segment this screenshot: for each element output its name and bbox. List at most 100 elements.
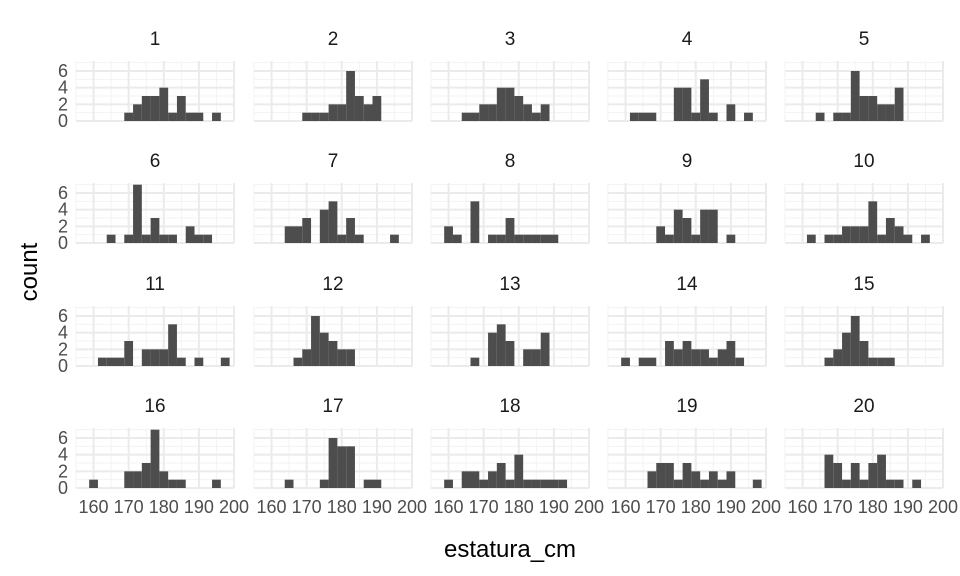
histogram-bar [842,112,851,121]
histogram-bar [470,112,480,121]
x-tick-label: 170 [114,497,144,517]
facet-panel-17: 17 [253,396,413,489]
histogram-bar [328,104,338,121]
facet-strip-label: 13 [499,274,520,295]
histogram-bar [133,471,142,488]
facet-panel-8: 8 [430,151,590,244]
histogram-bar [470,201,480,243]
histogram-bar [894,226,904,243]
x-tick-label: 200 [928,497,958,517]
facet-strip-label: 14 [676,274,698,295]
histogram-bar [540,332,550,366]
histogram-bar [337,234,347,243]
histogram-bar [833,349,843,366]
histogram-bar [133,184,142,243]
x-tick-label: 200 [574,497,604,517]
histogram-bar [496,87,506,121]
histogram-bar [859,226,869,243]
histogram-bar [647,357,657,366]
histogram-bar [717,349,727,366]
x-tick-label: 160 [611,497,641,517]
y-tick-label: 0 [58,233,68,253]
y-tick-label: 4 [58,445,68,465]
histogram-bar [540,104,550,121]
histogram-bar [185,112,195,121]
histogram-bar [903,234,913,243]
facet-strip-label: 1 [150,29,161,50]
facet-panel-7: 7 [253,151,413,244]
facet-strip-label: 16 [144,396,165,417]
x-tick-label: 160 [257,497,287,517]
histogram-bar [833,463,843,488]
y-tick-label: 0 [58,111,68,131]
histogram-bar [203,234,213,243]
histogram-bar [133,104,142,121]
histogram-bar [311,112,320,121]
histogram-bar [488,104,497,121]
histogram-bar [885,218,895,243]
histogram-bar [346,218,355,243]
histogram-bar [647,112,657,121]
histogram-bar [293,357,303,366]
histogram-bar [150,96,160,121]
histogram-bar [868,463,878,488]
histogram-bar [106,357,116,366]
histogram-bar [708,357,718,366]
histogram-bar [523,234,532,243]
histogram-bar [346,71,355,121]
y-tick-label: 4 [58,78,68,98]
x-tick-label: 180 [858,497,888,517]
histogram-bar [540,479,550,488]
histogram-bar [726,104,736,121]
histogram-bar [833,112,843,121]
histogram-bar [328,438,338,488]
facet-panel-15: 15 [784,274,944,367]
facet-panel-2: 2 [253,29,413,122]
facet-panel-5: 5 [784,29,944,122]
histogram-bar [523,104,532,121]
histogram-bar [850,463,860,488]
y-axis-title: count [16,242,43,301]
histogram-bar [673,209,683,243]
histogram-bar [621,357,630,366]
histogram-bar [549,479,559,488]
histogram-bar [284,479,294,488]
histogram-bar [176,479,186,488]
facet-strip-label: 4 [682,29,693,50]
histogram-bar [673,349,683,366]
histogram-bar [700,79,709,121]
histogram-bar [212,479,221,488]
histogram-bar [540,234,550,243]
histogram-bar [859,96,869,121]
y-tick-label: 2 [58,461,68,481]
histogram-bar [150,429,160,488]
y-tick-label: 2 [58,216,68,236]
x-tick-label: 190 [184,497,214,517]
facet-strip-label: 15 [853,274,874,295]
histogram-bar [531,234,541,243]
y-tick-label: 6 [58,306,68,326]
histogram-bar [531,349,541,366]
histogram-bar [311,316,320,366]
histogram-bar [708,209,718,243]
histogram-bar [656,463,666,488]
histogram-bar [496,324,506,366]
x-tick-label: 180 [504,497,534,517]
histogram-bar [885,479,895,488]
histogram-bar [470,357,480,366]
facet-strip-label: 7 [328,151,339,172]
histogram-bar [337,104,347,121]
x-axis-title: estatura_cm [444,536,576,563]
histogram-bar [185,226,195,243]
facet-strip-label: 18 [499,396,520,417]
histogram-bar [726,341,736,366]
x-tick-label: 200 [397,497,427,517]
histogram-bar [665,341,674,366]
histogram-bar [842,226,851,243]
facet-strip-label: 19 [676,396,697,417]
histogram-bar [868,357,878,366]
histogram-bar [194,112,204,121]
histogram-bar [354,96,364,121]
facet-panel-13: 13 [430,274,590,367]
